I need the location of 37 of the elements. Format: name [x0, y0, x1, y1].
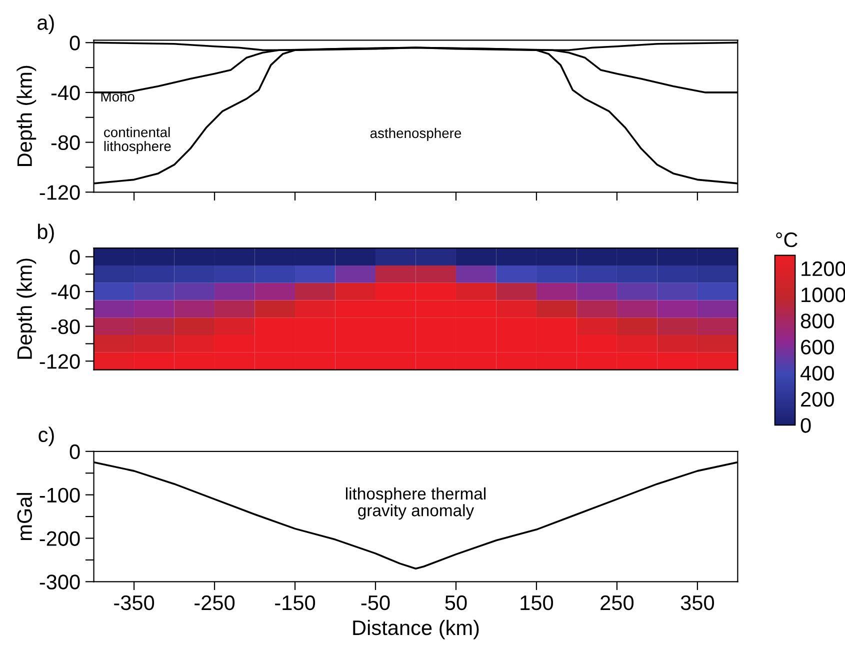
y-tick-label: 0 [70, 444, 80, 460]
y-tick-label: 0 [70, 36, 80, 50]
annotation: continental lithosphere [104, 127, 171, 154]
y-tick-label: -80 [51, 319, 80, 334]
y-tick-label: -300 [40, 574, 80, 590]
chart-title: c) [38, 426, 54, 446]
x-tick-label: 50 [445, 595, 467, 610]
x-tick-label: 150 [520, 595, 554, 610]
chart-title: b) [38, 224, 54, 244]
y-axis-title: Depth (km) [16, 66, 36, 166]
color-bar-label: 0 [800, 418, 811, 433]
x-tick-label: -350 [114, 595, 154, 610]
color-bar-title: °C [776, 232, 798, 248]
annotation: Moho [101, 91, 134, 102]
y-tick-label: -120 [40, 354, 80, 369]
y-tick-label: -80 [51, 135, 80, 150]
color-bar-label: 800 [800, 314, 834, 328]
annotation: asthenosphere [370, 128, 462, 141]
x-tick-label: -150 [275, 595, 316, 610]
y-tick-label: -40 [51, 284, 80, 300]
y-axis-title: mGal [16, 493, 32, 540]
y-tick-label: 0 [70, 250, 80, 265]
y-tick-label: -100 [40, 488, 80, 503]
y-tick-label: -40 [51, 85, 80, 100]
annotation: lithosphere thermal gravity anomaly [346, 487, 486, 520]
x-tick-label: -50 [361, 595, 390, 610]
color-bar-label: 400 [800, 366, 834, 381]
color-bar-label: 200 [801, 392, 834, 407]
x-axis-title: Distance (km) [353, 620, 479, 640]
color-bar-label: 600 [801, 340, 834, 354]
y-tick-label: -120 [40, 185, 80, 200]
y-tick-label: -200 [40, 531, 80, 546]
x-tick-label: 350 [680, 595, 714, 610]
chart-title: a) [38, 14, 54, 34]
x-tick-label: 250 [600, 595, 634, 610]
x-tick-label: -250 [194, 595, 235, 610]
y-axis-title: Depth (km) [16, 258, 36, 359]
